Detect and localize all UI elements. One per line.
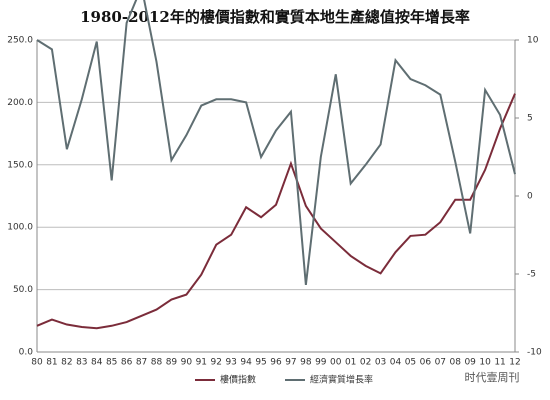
y2-tick-label: 0 bbox=[527, 192, 533, 202]
data-line bbox=[36, 0, 516, 286]
x-tick-label: 05 bbox=[405, 358, 416, 368]
x-tick-label: 83 bbox=[76, 358, 87, 368]
y2-tick-label: 10 bbox=[527, 36, 539, 46]
x-tick-label: 09 bbox=[464, 358, 476, 368]
y-tick-label: 100.0 bbox=[7, 223, 33, 233]
x-tick-label: 86 bbox=[121, 358, 133, 368]
legend-label: 經濟實質增長率 bbox=[310, 374, 373, 386]
x-tick-label: 98 bbox=[300, 358, 312, 368]
x-tick-label: 90 bbox=[181, 358, 193, 368]
y-tick-label: 150.0 bbox=[7, 160, 33, 170]
x-tick-label: 80 bbox=[31, 358, 43, 368]
x-tick-label: 99 bbox=[315, 358, 327, 368]
x-tick-label: 89 bbox=[166, 358, 178, 368]
x-tick-label: 82 bbox=[61, 358, 72, 368]
y2-tick-label: -10 bbox=[527, 348, 542, 358]
legend-label: 樓價指數 bbox=[220, 374, 256, 386]
x-tick-label: 02 bbox=[360, 358, 371, 368]
x-tick-label: 04 bbox=[390, 358, 402, 368]
x-tick-label: 96 bbox=[270, 358, 282, 368]
data-line bbox=[36, 93, 516, 330]
x-tick-label: 91 bbox=[196, 358, 207, 368]
x-tick-label: 95 bbox=[255, 358, 266, 368]
y2-tick-label: 5 bbox=[527, 114, 533, 124]
x-tick-label: 87 bbox=[136, 358, 147, 368]
watermark: 时代壹周刊 bbox=[465, 371, 520, 384]
x-tick-label: 88 bbox=[151, 358, 163, 368]
x-tick-label: 06 bbox=[420, 358, 432, 368]
x-tick-label: 11 bbox=[494, 358, 505, 368]
x-tick-label: 97 bbox=[285, 358, 296, 368]
x-tick-label: 03 bbox=[375, 358, 386, 368]
x-tick-label: 00 bbox=[330, 358, 342, 368]
y-tick-label: 250.0 bbox=[7, 36, 33, 46]
chart-title: 1980-2012年的樓價指數和實質本地生產總值按年增長率 bbox=[80, 8, 470, 26]
y-tick-label: 0.0 bbox=[19, 348, 34, 358]
x-tick-label: 81 bbox=[46, 358, 57, 368]
x-tick-label: 01 bbox=[345, 358, 356, 368]
y-tick-label: 50.0 bbox=[13, 285, 33, 295]
x-tick-label: 84 bbox=[91, 358, 103, 368]
x-tick-label: 12 bbox=[509, 358, 520, 368]
x-tick-label: 85 bbox=[106, 358, 117, 368]
y2-tick-label: -5 bbox=[527, 270, 536, 280]
x-tick-label: 07 bbox=[435, 358, 446, 368]
x-tick-label: 92 bbox=[211, 358, 222, 368]
x-tick-label: 93 bbox=[225, 358, 236, 368]
x-tick-label: 94 bbox=[240, 358, 252, 368]
x-tick-label: 10 bbox=[479, 358, 491, 368]
x-tick-label: 08 bbox=[450, 358, 462, 368]
y-tick-label: 200.0 bbox=[7, 98, 33, 108]
